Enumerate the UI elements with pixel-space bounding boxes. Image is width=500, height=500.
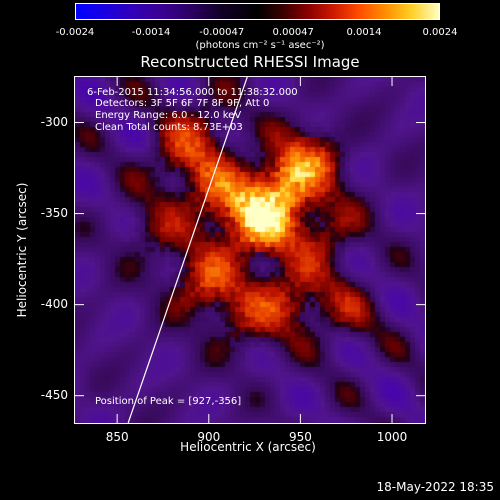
plot-overlay <box>75 77 425 423</box>
colorbar-tick-label: -0.0024 <box>55 27 95 38</box>
annotation-energy-range: Energy Range: 6.0 - 12.0 keV <box>95 110 242 121</box>
colorbar-tick-label: 0.0014 <box>346 27 382 38</box>
colorbar-tick-label: 0.00047 <box>272 27 314 38</box>
y-tick-label: -350 <box>40 205 68 220</box>
y-tick-label: -450 <box>40 387 68 402</box>
heatmap-image <box>75 77 425 423</box>
x-tick-label: 950 <box>288 430 312 444</box>
chart-title: Reconstructed RHESSI Image <box>140 53 360 71</box>
annotation-peak-position: Position of Peak = [927,-356] <box>95 396 242 407</box>
plot-area: 6-Feb-2015 11:34:56.000 to 11:38:32.000 … <box>74 76 426 424</box>
footer-timestamp: 18-May-2022 18:35 <box>376 480 494 494</box>
x-tick-label: 900 <box>197 430 221 444</box>
annotation-clean-counts: Clean Total counts: 8.73E+03 <box>95 122 243 133</box>
annotation-detectors: Detectors: 3F 5F 6F 7F 8F 9F, Att 0 <box>95 98 270 109</box>
colorbar-tick-label: 0.0024 <box>422 27 458 38</box>
solar-limb-line <box>127 77 248 423</box>
annotation-time-range: 6-Feb-2015 11:34:56.000 to 11:38:32.000 <box>87 87 298 98</box>
colorbar-unit-label: (photons cm⁻² s⁻¹ asec⁻²) <box>195 40 325 51</box>
x-tick-label: 850 <box>105 430 129 444</box>
x-axis-label: Heliocentric X (arcsec) <box>180 440 316 454</box>
colorbar-tick-label: -0.00047 <box>199 27 245 38</box>
y-axis-label: Heliocentric Y (arcsec) <box>15 182 29 318</box>
colorbar <box>75 3 440 20</box>
y-tick-label: -300 <box>40 114 68 129</box>
y-tick-label: -400 <box>40 296 68 311</box>
colorbar-tick-label: -0.0014 <box>131 27 171 38</box>
x-tick-label: 1000 <box>376 430 408 444</box>
